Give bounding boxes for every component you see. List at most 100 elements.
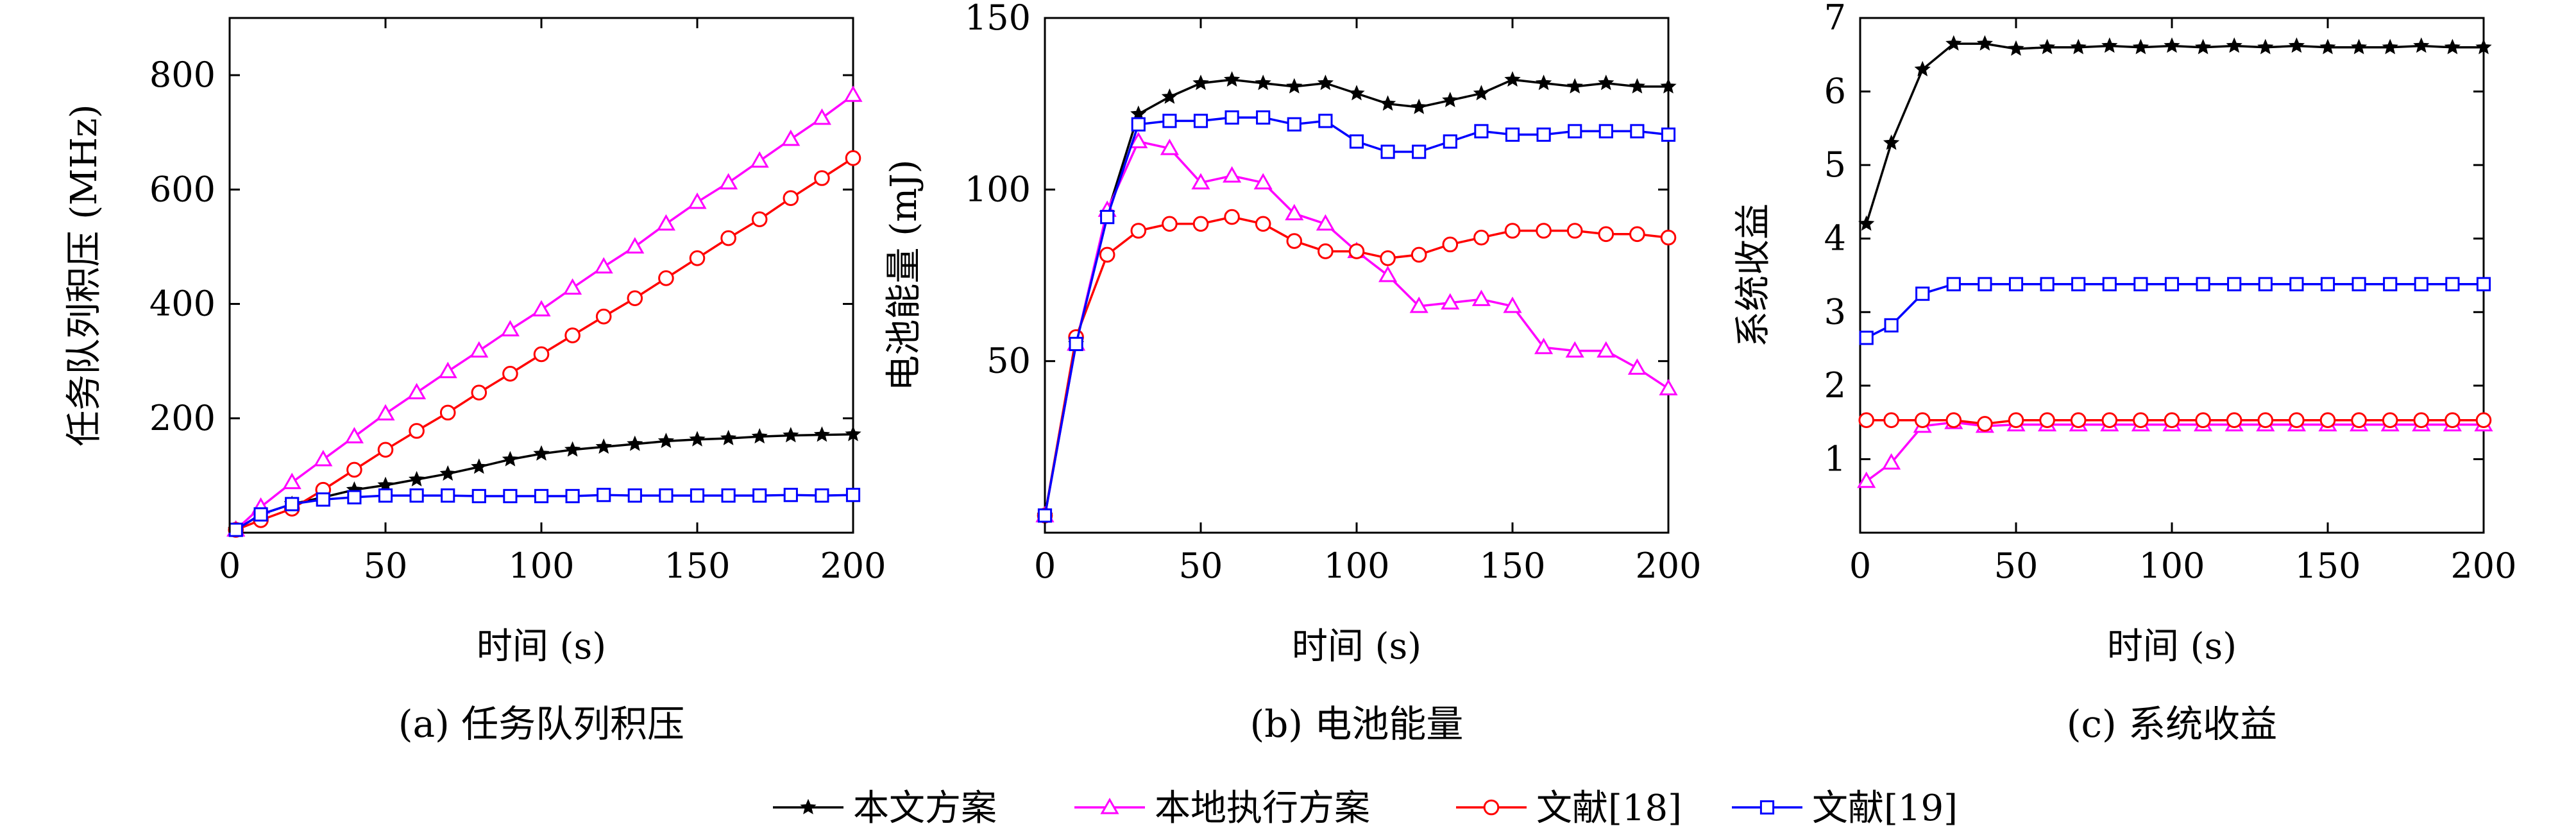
data-point — [1192, 216, 1209, 232]
y-tick-label: 100 — [965, 169, 1031, 209]
y-axis-label: 任务队列积压 (MHz) — [64, 104, 105, 446]
data-point — [1566, 78, 1583, 94]
data-point — [751, 428, 768, 444]
data-point — [253, 507, 268, 522]
series-line — [1865, 42, 2484, 225]
data-point — [1348, 85, 1365, 101]
legend-item: 文献[18] — [1456, 787, 1682, 826]
data-point — [438, 361, 457, 379]
data-point — [470, 341, 489, 358]
data-point — [2413, 412, 2430, 429]
data-point — [2257, 412, 2274, 429]
data-point — [502, 365, 518, 382]
data-point — [314, 449, 333, 467]
data-point — [563, 278, 582, 295]
data-point — [1660, 78, 1677, 94]
data-point — [503, 488, 518, 504]
data-point — [1191, 173, 1210, 190]
y-tick-label: 50 — [987, 341, 1031, 381]
data-point — [1255, 74, 1271, 90]
x-tick-label: 100 — [2139, 546, 2205, 586]
data-point — [1256, 110, 1271, 125]
data-point — [1474, 124, 1489, 139]
data-point — [689, 431, 706, 447]
series-circle — [1037, 209, 1677, 524]
legend-label: 文献[19] — [1812, 787, 1958, 826]
y-tick-label: 1 — [1824, 438, 1846, 479]
subplot-c: 0 50 100 150 200 1 2 3 4 5 6 7 系统收益 时间 (s) (c) 系统收益 — [1733, 0, 2517, 746]
data-point — [564, 441, 581, 457]
data-point — [316, 492, 330, 507]
data-point — [377, 442, 394, 458]
data-point — [2102, 277, 2117, 291]
data-point — [1441, 293, 1460, 310]
data-point — [812, 108, 831, 125]
data-point — [1317, 74, 1334, 90]
data-point — [228, 522, 243, 537]
data-point — [751, 211, 768, 227]
data-point — [1597, 341, 1616, 358]
data-point — [845, 426, 861, 442]
data-point — [2133, 277, 2148, 291]
data-point — [595, 308, 612, 325]
data-point — [409, 488, 424, 503]
data-point — [407, 383, 427, 400]
data-point — [1286, 78, 1303, 94]
series-layer — [1857, 35, 2493, 488]
data-point — [1858, 215, 1875, 231]
y-tick-label: 600 — [149, 169, 216, 209]
data-point — [2164, 37, 2180, 53]
data-point — [783, 488, 798, 503]
series-line — [1044, 216, 1669, 516]
data-point — [1192, 74, 1209, 90]
data-point — [1945, 35, 1962, 51]
data-point — [2257, 39, 2274, 55]
data-point — [1378, 265, 1398, 282]
data-point — [1409, 297, 1428, 313]
data-point — [1162, 216, 1178, 232]
data-point — [1223, 71, 1241, 87]
data-point — [1473, 85, 1490, 101]
data-point — [1160, 139, 1179, 155]
y-tick-label: 800 — [149, 55, 216, 95]
data-point — [1945, 412, 1962, 429]
data-point — [1504, 71, 1521, 87]
data-point — [2070, 412, 2087, 429]
series-square — [1037, 110, 1676, 523]
y-tick-label: 200 — [149, 398, 216, 438]
data-point — [656, 214, 675, 231]
data-point — [1380, 250, 1396, 266]
legend-item: 本地执行方案 — [1074, 787, 1370, 826]
data-point — [1443, 134, 1457, 149]
data-point — [688, 192, 707, 209]
legend-label: 本文方案 — [853, 787, 997, 826]
data-point — [2445, 277, 2460, 291]
y-tick-label: 2 — [1824, 365, 1846, 406]
data-point — [1161, 88, 1178, 104]
data-point — [2475, 412, 2492, 429]
data-point — [1857, 471, 1876, 488]
data-point — [1318, 243, 1334, 259]
series-triangle — [226, 85, 863, 537]
data-point — [2320, 277, 2335, 291]
y-tick-label: 7 — [1824, 0, 1846, 38]
data-point — [1287, 117, 1301, 132]
series-triangle — [1035, 132, 1678, 522]
data-point — [1914, 412, 1931, 429]
series-layer — [226, 85, 863, 538]
subplot-b: 0 50 100 150 200 50 100 150 电池能量 (mJ) 时间 (s) (b… — [883, 0, 1702, 746]
data-point — [690, 488, 705, 503]
tick-layer: 0 50 100 150 200 50 100 150 — [965, 0, 1702, 586]
data-point — [2319, 39, 2336, 55]
data-point — [594, 257, 613, 274]
series-square — [1859, 277, 2491, 345]
data-point — [1129, 132, 1148, 148]
data-point — [1598, 74, 1614, 90]
data-point — [1442, 236, 1459, 253]
data-point — [1536, 127, 1551, 142]
data-point — [2196, 277, 2210, 291]
data-point — [2351, 277, 2366, 291]
subplot-caption: (b) 电池能量 — [1250, 702, 1464, 746]
data-point — [2038, 39, 2056, 55]
data-point — [1946, 277, 1961, 291]
